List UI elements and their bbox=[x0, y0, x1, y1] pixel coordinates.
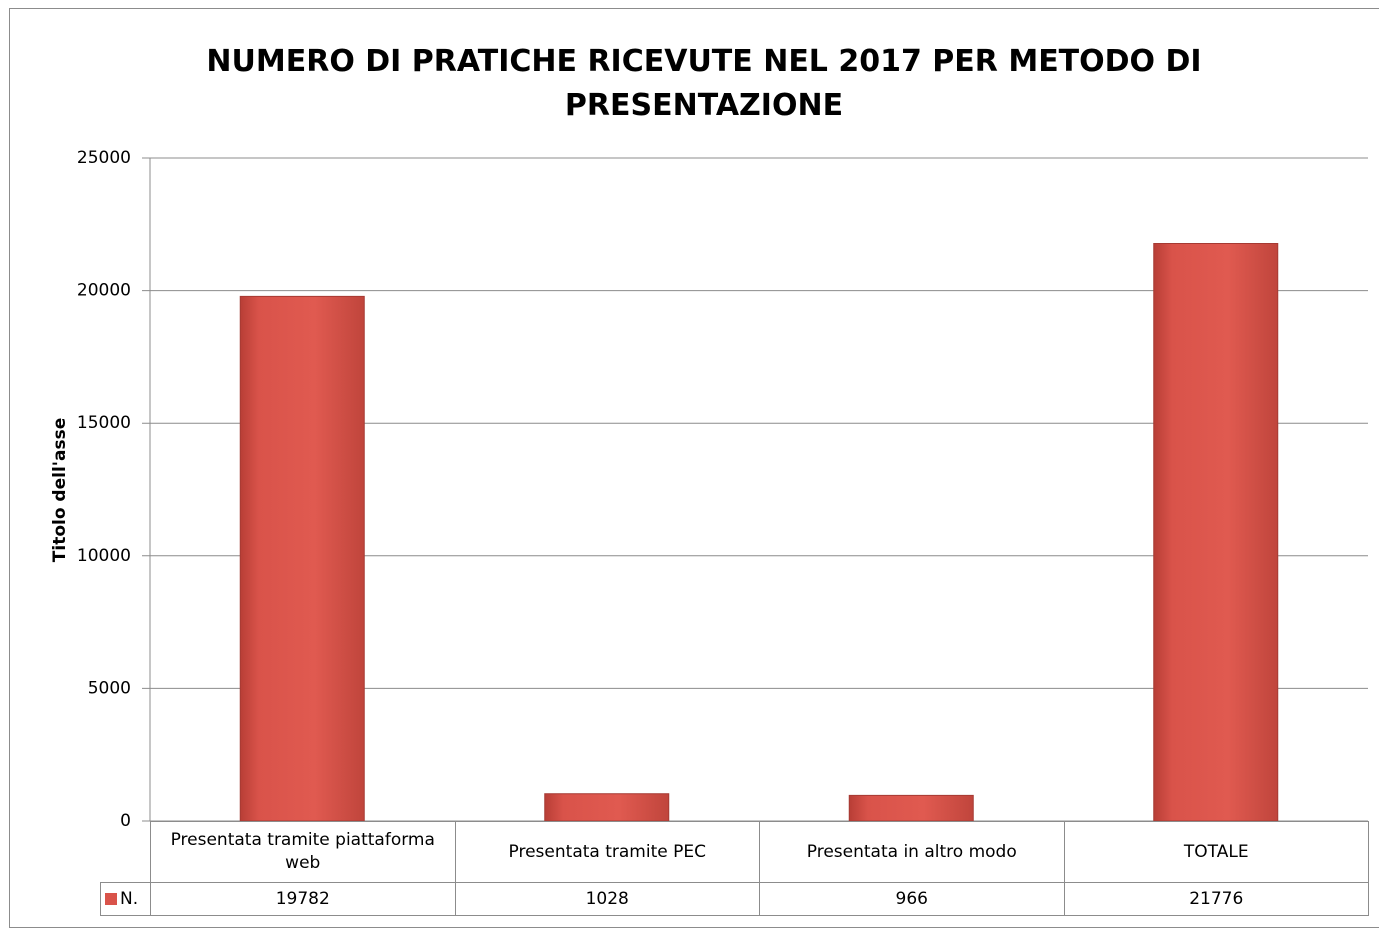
data-table-value: 21776 bbox=[1063, 882, 1369, 916]
category-cell: Presentata tramite piattaforma web bbox=[150, 821, 456, 883]
legend-swatch bbox=[105, 893, 117, 905]
y-axis-label: Titolo dell'asse bbox=[50, 418, 70, 562]
y-tick-label: 0 bbox=[120, 811, 131, 831]
data-table-value: 966 bbox=[759, 882, 1065, 916]
y-tick-label: 20000 bbox=[77, 281, 131, 301]
legend-label: N. bbox=[120, 888, 139, 909]
y-tick-label: 5000 bbox=[88, 678, 131, 698]
category-cell: TOTALE bbox=[1063, 821, 1369, 883]
category-cell: Presentata in altro modo bbox=[759, 821, 1065, 883]
data-table-value: 19782 bbox=[150, 882, 456, 916]
y-tick-label: 10000 bbox=[77, 546, 131, 566]
y-tick-label: 25000 bbox=[77, 148, 131, 168]
legend-cell: N. bbox=[100, 882, 151, 916]
bar bbox=[239, 295, 365, 822]
category-cell: Presentata tramite PEC bbox=[454, 821, 760, 883]
chart-title: NUMERO DI PRATICHE RICEVUTE NEL 2017 PER… bbox=[206, 44, 1202, 123]
bar bbox=[1153, 243, 1279, 822]
y-tick-label: 15000 bbox=[77, 413, 131, 433]
bar bbox=[544, 793, 670, 822]
bar bbox=[848, 794, 974, 822]
data-table-value: 1028 bbox=[454, 882, 760, 916]
